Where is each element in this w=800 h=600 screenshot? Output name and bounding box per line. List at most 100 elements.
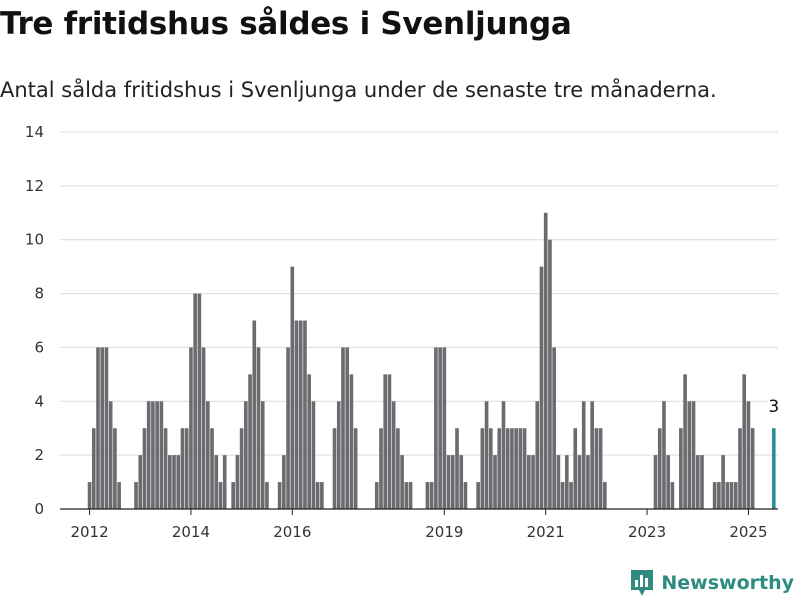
bar [556, 455, 561, 509]
bar [184, 428, 189, 509]
bar [653, 455, 658, 509]
bar [172, 455, 176, 509]
bar [657, 428, 662, 509]
bar [134, 482, 138, 509]
bar [349, 374, 354, 509]
bar [248, 374, 252, 509]
bar [442, 347, 447, 509]
bar [446, 455, 451, 509]
y-tick-label: 2 [34, 446, 44, 464]
chart-title: Tre fritidshus såldes i Svenljunga [0, 6, 572, 42]
bar [113, 428, 117, 509]
newsworthy-brand[interactable]: Newsworthy [629, 568, 794, 598]
bar [91, 428, 96, 509]
bar [320, 482, 324, 509]
bar [332, 428, 337, 509]
bar [531, 455, 535, 509]
bar [163, 428, 168, 509]
bar [408, 482, 413, 509]
x-tick-label: 2014 [172, 523, 210, 541]
bar [265, 482, 269, 509]
bar [683, 374, 687, 509]
y-tick-label: 4 [34, 392, 44, 410]
bar [235, 455, 240, 509]
bar [379, 428, 383, 509]
bar [455, 428, 459, 509]
bar [679, 428, 683, 509]
x-tick-label: 2016 [273, 523, 311, 541]
bar [429, 482, 434, 509]
bar [670, 482, 675, 509]
bar [159, 401, 164, 509]
bar-chart-pin-icon [631, 570, 654, 596]
bar [151, 401, 155, 509]
bar [425, 482, 430, 509]
bar [450, 455, 455, 509]
y-tick-label: 8 [34, 285, 44, 303]
bar [201, 347, 206, 509]
chart-subtitle: Antal sålda fritidshus i Svenljunga unde… [0, 78, 717, 102]
bar [311, 401, 316, 509]
bar [560, 482, 565, 509]
data-label: 3 [768, 397, 779, 417]
bar [514, 428, 518, 509]
bar [518, 428, 523, 509]
bar [725, 482, 730, 509]
y-tick-label: 14 [25, 123, 44, 141]
x-tick-label: 2019 [425, 523, 463, 541]
axes [60, 508, 778, 515]
bar [307, 374, 312, 509]
bar [526, 455, 531, 509]
bar [404, 482, 409, 509]
bar [252, 320, 257, 509]
bar [662, 401, 666, 509]
bar [197, 293, 202, 509]
bar [586, 455, 590, 509]
bar [167, 455, 172, 509]
bar [733, 482, 738, 509]
bar [480, 428, 485, 509]
bar [505, 428, 510, 509]
bar [239, 428, 244, 509]
bar [391, 401, 396, 509]
bar [717, 482, 721, 509]
y-tick-label: 12 [25, 177, 44, 195]
bar [303, 320, 307, 509]
bar [535, 401, 540, 509]
bar [712, 482, 717, 509]
bar [286, 347, 290, 509]
bar [336, 401, 341, 509]
bar [569, 482, 573, 509]
y-tick-label: 6 [34, 338, 44, 356]
y-tick-label: 0 [34, 500, 44, 518]
bar [463, 482, 468, 509]
bar [695, 455, 700, 509]
bar [476, 482, 480, 509]
bar [548, 239, 552, 509]
bar [189, 347, 193, 509]
bar [750, 428, 755, 509]
bar [522, 428, 527, 509]
bar [581, 401, 586, 509]
bar [400, 455, 404, 509]
bar [193, 293, 197, 509]
bar [738, 428, 742, 509]
bar [108, 401, 113, 509]
bar [142, 428, 147, 509]
bar [155, 401, 159, 509]
bar [294, 320, 299, 509]
bar [383, 374, 388, 509]
bar [598, 428, 603, 509]
bar [387, 374, 392, 509]
bar [543, 212, 548, 510]
bar-highlight [771, 428, 776, 509]
labels: 0 2 4 6 8 10 12 14 3 2012 2014 2016 2019 2021 2023 2025 [25, 123, 781, 541]
bar [729, 482, 734, 509]
bar [687, 401, 692, 509]
bar [488, 428, 493, 509]
bar [552, 347, 556, 509]
bar [176, 455, 181, 509]
x-tick-label: 2021 [527, 523, 565, 541]
bar [484, 401, 489, 509]
bar [434, 347, 438, 509]
